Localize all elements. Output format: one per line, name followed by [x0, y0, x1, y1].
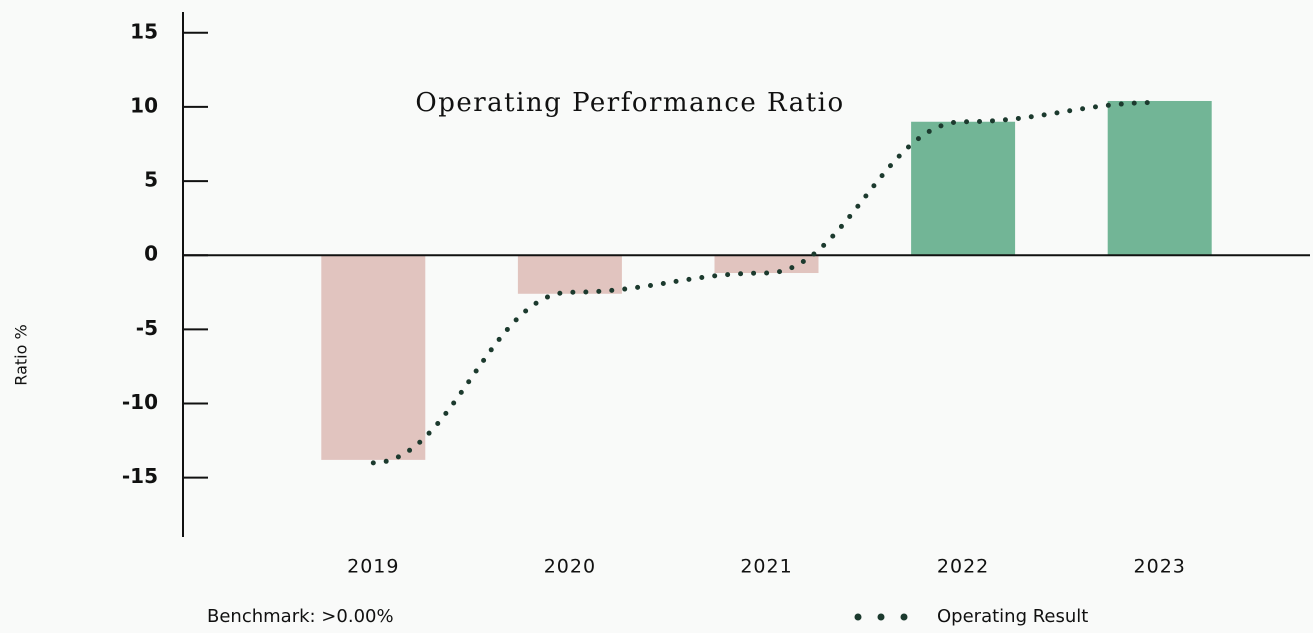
y-tick-label: -5 — [136, 316, 158, 340]
x-tick-label: 2019 — [347, 556, 399, 578]
x-tick-label: 2021 — [740, 556, 792, 578]
y-axis-label: Ratio % — [12, 324, 31, 385]
legend-label: Operating Result — [937, 606, 1088, 627]
y-tick-label: 15 — [130, 19, 158, 43]
x-tick-label: 2020 — [544, 556, 596, 578]
y-tick-label: 10 — [130, 93, 158, 117]
legend-swatch — [854, 613, 862, 621]
chart-title: Operating Performance Ratio — [415, 88, 844, 118]
x-tick-label: 2023 — [1134, 556, 1186, 578]
legend-swatch — [877, 613, 885, 621]
y-tick-label: -10 — [122, 390, 158, 414]
bar — [517, 255, 622, 294]
line-series — [370, 99, 1163, 466]
bar — [1107, 100, 1212, 256]
y-tick-label: -15 — [122, 464, 158, 488]
legend-swatch — [900, 613, 908, 621]
y-tick-label: 5 — [144, 168, 158, 192]
bar — [714, 255, 819, 274]
x-tick-label: 2022 — [937, 556, 989, 578]
annotation: Benchmark: >0.00% — [207, 606, 394, 627]
bar — [321, 255, 426, 460]
bar — [911, 121, 1016, 256]
y-tick-label: 0 — [144, 242, 158, 266]
